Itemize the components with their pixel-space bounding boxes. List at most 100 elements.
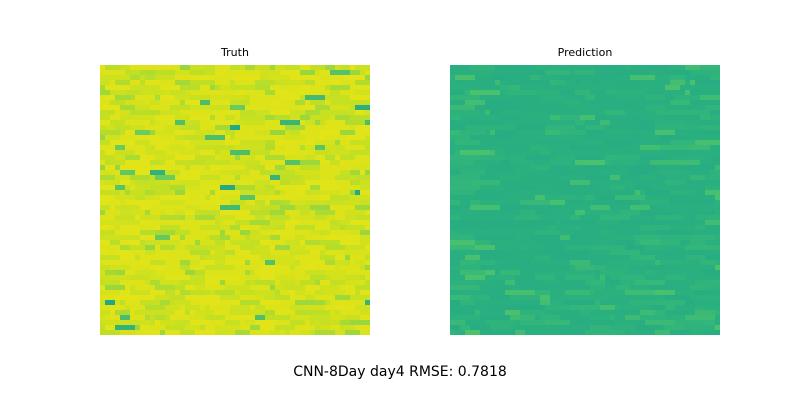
heatmap-cell: [280, 205, 296, 211]
heatmap-cell: [120, 75, 131, 81]
heatmap-cell: [260, 190, 276, 196]
heatmap-cell: [325, 145, 336, 151]
heatmap-cell: [305, 175, 321, 181]
heatmap-cell: [605, 275, 611, 281]
heatmap-cell: [350, 230, 361, 236]
heatmap-cell: [210, 75, 231, 81]
heatmap-cell: [355, 155, 370, 161]
heatmap-cell: [265, 215, 271, 221]
heatmap-cell: [130, 315, 146, 321]
heatmap-cell: [255, 305, 266, 311]
heatmap-cell: [505, 330, 516, 335]
heatmap-cell: [450, 310, 476, 316]
heatmap-cell: [140, 215, 161, 221]
heatmap-cell: [700, 65, 720, 71]
heatmap-cell: [155, 115, 176, 121]
heatmap-cell: [230, 240, 251, 246]
heatmap-cell: [240, 210, 251, 216]
heatmap-cell: [210, 190, 216, 196]
heatmap-cell: [270, 220, 286, 226]
heatmap-cell: [360, 70, 366, 76]
heatmap-cell: [345, 80, 356, 86]
heatmap-cell: [330, 150, 351, 156]
heatmap-cell: [210, 100, 226, 106]
heatmap-cell: [345, 250, 351, 256]
heatmap-cell: [220, 210, 241, 216]
heatmap-cell: [130, 110, 146, 116]
heatmap-cell: [560, 190, 586, 196]
heatmap-cell: [100, 325, 106, 331]
heatmap-cell: [640, 120, 651, 126]
heatmap-cell: [595, 70, 621, 76]
heatmap-cell: [600, 275, 606, 281]
heatmap-cell: [475, 300, 496, 306]
heatmap-cell: [280, 330, 286, 335]
heatmap-cell: [345, 245, 366, 251]
heatmap-cell: [185, 130, 196, 136]
heatmap-cell: [130, 290, 151, 296]
heatmap-cell: [225, 100, 231, 106]
heatmap-cell: [125, 165, 141, 171]
heatmap-cell: [115, 165, 121, 171]
heatmap-cell: [125, 155, 141, 161]
heatmap-cell: [175, 285, 186, 291]
heatmap-cell: [200, 120, 211, 126]
heatmap-cell: [645, 270, 656, 276]
heatmap-cell: [450, 330, 456, 335]
heatmap-cell: [215, 115, 226, 121]
heatmap-cell: [710, 115, 720, 121]
heatmap-cell: [575, 265, 596, 271]
heatmap-cell: [170, 255, 191, 261]
heatmap-cell: [535, 325, 561, 331]
heatmap-cell: [650, 120, 656, 126]
heatmap-cell: [100, 110, 116, 116]
heatmap-cell: [535, 275, 556, 281]
heatmap-cell: [260, 160, 276, 166]
heatmap-cell: [595, 105, 606, 111]
heatmap-cell: [690, 90, 720, 96]
heatmap-cell: [285, 135, 306, 141]
heatmap-cell: [190, 320, 196, 326]
heatmap-cell: [645, 115, 651, 121]
heatmap-cell: [625, 315, 641, 321]
heatmap-cell: [645, 140, 656, 146]
heatmap-cell: [635, 150, 661, 156]
heatmap-cell: [495, 260, 501, 266]
heatmap-cell: [605, 105, 621, 111]
heatmap-cell: [250, 305, 256, 311]
heatmap-cell: [260, 205, 281, 211]
heatmap-cell: [300, 220, 306, 226]
heatmap-cell: [295, 255, 311, 261]
heatmap-cell: [530, 80, 541, 86]
heatmap-cell: [285, 130, 291, 136]
heatmap-cell: [615, 255, 631, 261]
heatmap-cell: [600, 305, 616, 311]
heatmap-cell: [100, 85, 106, 91]
heatmap-cell: [125, 300, 141, 306]
heatmap-cell: [275, 190, 281, 196]
heatmap-cell: [350, 70, 361, 76]
heatmap-cell: [200, 125, 216, 131]
heatmap-cell: [350, 140, 356, 146]
heatmap-cell: [670, 110, 686, 116]
heatmap-cell: [635, 245, 646, 251]
heatmap-cell: [100, 250, 111, 256]
heatmap-cell: [605, 90, 616, 96]
heatmap-cell: [465, 330, 481, 335]
heatmap-cell: [345, 270, 366, 276]
heatmap-cell: [620, 175, 641, 181]
heatmap-cell: [545, 330, 566, 335]
heatmap-cell: [255, 315, 266, 321]
heatmap-cell: [480, 310, 506, 316]
heatmap-cell: [450, 215, 461, 221]
heatmap-cell: [260, 300, 281, 306]
heatmap-cell: [685, 215, 696, 221]
heatmap-cell: [605, 300, 631, 306]
heatmap-cell: [665, 315, 686, 321]
heatmap-cell: [645, 190, 671, 196]
heatmap-cell: [540, 95, 566, 101]
heatmap-cell: [230, 100, 251, 106]
heatmap-cell: [215, 180, 236, 186]
heatmap-cell: [190, 75, 196, 81]
heatmap-cell: [165, 260, 181, 266]
